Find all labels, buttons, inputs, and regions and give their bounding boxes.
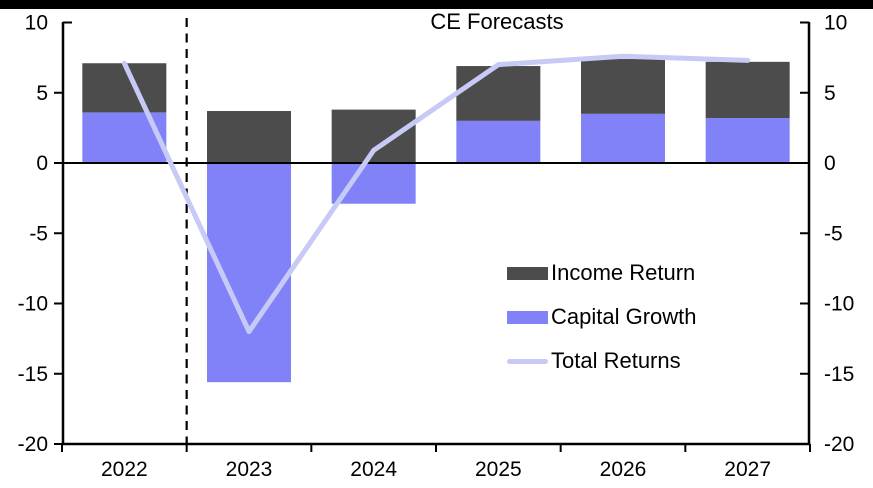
capital-growth-bar-2027 [705,118,790,163]
left-axis-label: 0 [36,152,48,175]
right-axis-label: 10 [824,12,847,35]
right-axis-label: -10 [824,293,854,316]
income-return-bar-2024 [331,109,416,163]
x-axis-label-2025: 2025 [475,458,522,481]
right-axis-label: -20 [824,433,854,456]
total-returns-swatch [507,358,548,364]
chart-title: CE Forecasts [430,9,564,34]
right-axis-label: -5 [824,222,843,245]
left-axis-label: -20 [18,433,48,456]
right-axis-label: -15 [824,363,854,386]
x-axis-label-2023: 2023 [226,458,273,481]
income-return-bar-2023 [207,111,291,163]
x-axis-label-2022: 2022 [101,458,148,481]
legend-item-capital-growth: Capital Growth [507,302,697,332]
x-axis-label-2027: 2027 [724,458,771,481]
left-axis-label: -15 [18,363,48,386]
left-axis-label: -5 [29,222,48,245]
x-axis-label-2024: 2024 [350,458,397,481]
legend-item-income-return: Income Return [507,258,697,288]
capital-growth-bar-2026 [581,113,665,163]
top-border-bar [0,0,873,9]
left-axis-label: 5 [36,82,48,105]
left-axis-label: -10 [18,293,48,316]
income-return-swatch [507,266,548,280]
total-returns-line [121,53,751,335]
legend-label-income-return: Income Return [551,260,696,285]
capital-growth-swatch [507,310,548,324]
x-axis-label-2026: 2026 [600,458,647,481]
capital-growth-bar-2025 [456,120,541,163]
left-axis-label: 10 [25,12,48,35]
legend-label-total-returns: Total Returns [551,348,681,373]
legend-label-capital-growth: Capital Growth [551,304,697,329]
right-axis-label: 0 [824,152,836,175]
income-return-bar-2022 [82,63,167,113]
income-return-bar-2027 [705,61,790,119]
income-return-bar-2025 [456,66,541,121]
income-return-bar-2026 [581,59,665,114]
capital-growth-bar-2024 [331,163,416,204]
chart-legend: Income Return Capital Growth Total Retur… [507,258,697,390]
capital-growth-bar-2022 [82,112,167,163]
right-axis-label: 5 [824,82,836,105]
legend-item-total-returns: Total Returns [507,346,697,376]
